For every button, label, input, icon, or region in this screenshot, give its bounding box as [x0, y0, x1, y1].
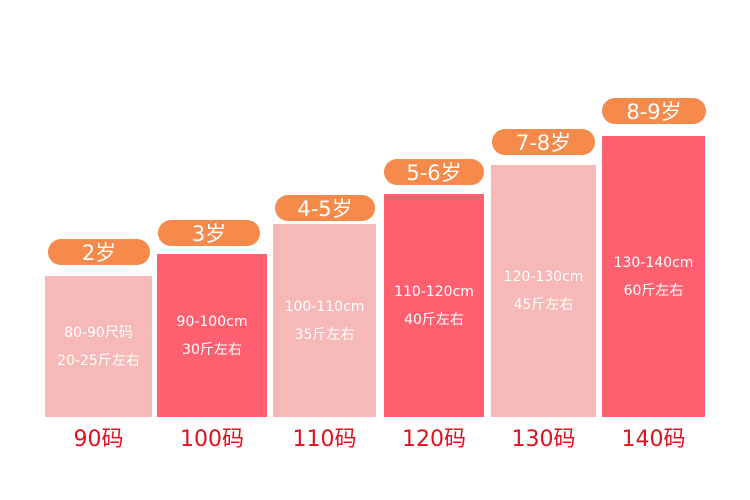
size-label: 140码	[621, 427, 686, 452]
size-label: 90码	[73, 427, 124, 452]
size-bar: 80-90尺码 20-25斤左右	[45, 276, 152, 417]
size-range-text: 90-100cm	[176, 313, 248, 330]
weight-text: 60斤左右	[623, 282, 684, 299]
size-label: 130码	[511, 427, 576, 452]
size-label: 100码	[180, 427, 244, 452]
size-range-text: 80-90尺码	[64, 324, 133, 341]
size-bar: 120-130cm 45斤左右	[491, 165, 596, 417]
weight-text: 30斤左右	[182, 341, 242, 358]
weight-text: 45斤左右	[513, 297, 574, 313]
size-range-text: 110-120cm	[394, 283, 474, 300]
age-pill: 5-6岁	[384, 159, 484, 185]
size-range-text: 100-110cm	[284, 298, 365, 315]
age-pill: 3岁	[158, 220, 260, 246]
size-bar: 90-100cm 30斤左右	[157, 254, 267, 417]
size-bar: 100-110cm 35斤左右	[273, 224, 376, 417]
age-pill: 8-9岁	[602, 98, 706, 124]
size-bar: 110-120cm 40斤左右	[384, 194, 484, 417]
age-pill: 7-8岁	[492, 129, 595, 155]
age-pill: 2岁	[48, 239, 150, 265]
size-bar: 130-140cm 60斤左右	[602, 136, 705, 417]
age-pill: 4-5岁	[275, 195, 375, 221]
size-range-text: 130-140cm	[613, 254, 694, 271]
weight-text: 40斤左右	[404, 311, 464, 328]
weight-text: 20-25斤左右	[57, 352, 140, 369]
size-range-text: 120-130cm	[503, 269, 584, 285]
weight-text: 35斤左右	[294, 326, 355, 343]
size-label: 110码	[292, 427, 357, 452]
size-label: 120码	[402, 427, 466, 452]
